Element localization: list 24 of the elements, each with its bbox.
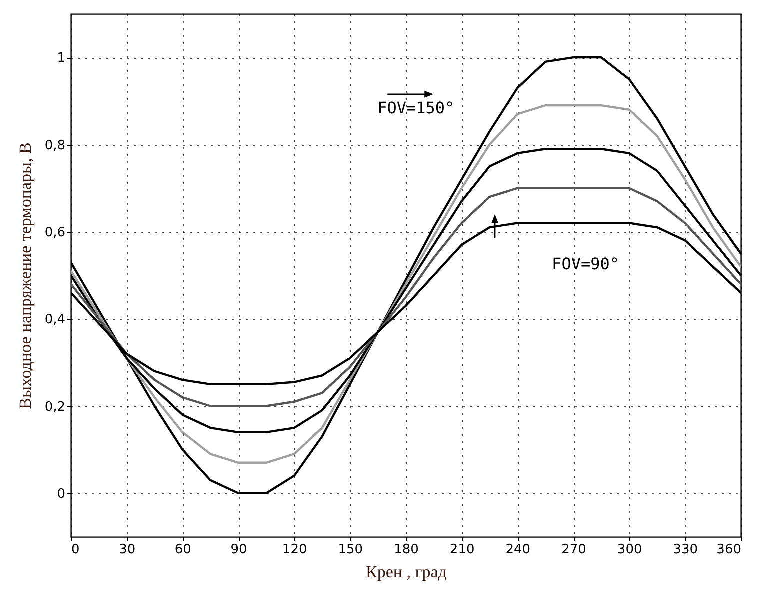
y-tick-label: 0	[57, 486, 66, 502]
y-axis-title: Выходное напряжение термопары, В	[16, 142, 35, 410]
annotation: FOV=90°	[552, 254, 620, 274]
x-tick-label: 60	[174, 542, 192, 558]
x-tick-label: 150	[338, 542, 364, 558]
x-tick-label: 330	[673, 542, 698, 558]
x-tick-label: 180	[394, 542, 419, 558]
x-tick-label: 120	[282, 542, 308, 558]
y-tick-label: 1	[57, 51, 66, 66]
x-tick-label: 360	[716, 542, 742, 558]
x-tick-label: 240	[506, 542, 531, 558]
y-tick-label: 0,2	[44, 400, 66, 415]
x-tick-label: 300	[617, 542, 642, 558]
x-axis-title: Крен , град	[366, 562, 448, 582]
y-tick-label: 0,4	[44, 312, 66, 328]
x-tick-label: 270	[562, 542, 586, 558]
y-tick-label: 0,6	[44, 225, 66, 240]
x-tick-label: 0	[72, 542, 80, 558]
annotation: FOV=150°	[378, 98, 455, 118]
line-series	[71, 187, 741, 408]
x-tick-label: 90	[230, 542, 248, 558]
x-tick-label: 30	[119, 542, 136, 558]
x-tick-label: 210	[450, 542, 475, 558]
y-tick-label: 0,8	[44, 138, 66, 154]
